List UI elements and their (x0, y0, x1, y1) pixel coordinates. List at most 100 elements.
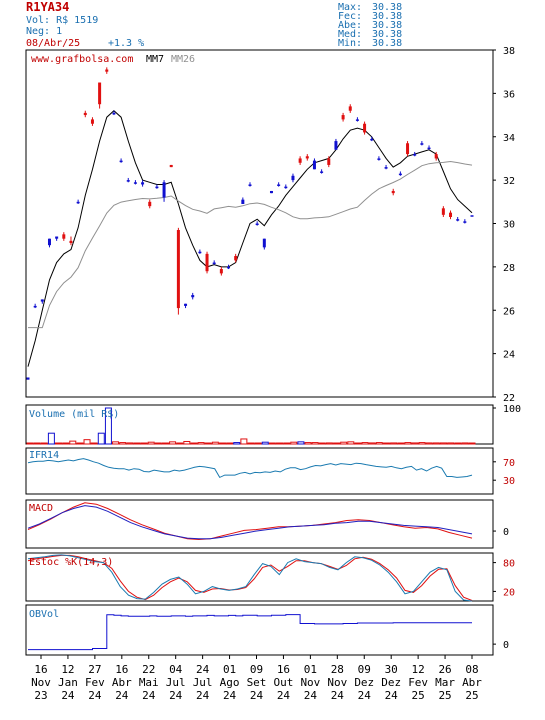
mm26-line (28, 160, 473, 329)
candle-body-14 (126, 180, 130, 182)
ifr-y-tick-label-1: 30 (503, 476, 515, 487)
candle-body-27 (219, 269, 223, 274)
candle-body-29 (234, 256, 238, 261)
stat-value-0: 30.38 (372, 2, 402, 13)
volume-bar-25 (204, 442, 212, 445)
candle-body-16 (141, 182, 145, 185)
stat-label-3: Med: (338, 29, 362, 40)
candle-body-51 (391, 190, 395, 194)
candle-body-21 (176, 230, 180, 309)
x-tick-month-5: Jul (166, 676, 186, 689)
stat-value-4: 30.38 (372, 38, 402, 49)
x-tick-year-1: 24 (61, 689, 75, 702)
price-y-tick-label-7: 36 (503, 89, 515, 100)
stat-label-4: Min: (338, 38, 362, 49)
x-tick-day-4: 22 (142, 663, 155, 676)
candle-body-33 (262, 238, 266, 248)
candle-body-53 (406, 143, 410, 155)
candle-body-9 (90, 119, 94, 124)
candle-body-13 (119, 160, 123, 163)
x-tick-month-9: Out (274, 676, 294, 689)
price-panel: 22 24 26 28 30 32 34 36 38 www.grafbolsa.com MM7 MM… (25, 46, 515, 404)
macd-signal-line (27, 502, 473, 541)
volume-bar-56 (425, 442, 433, 445)
volume-bar-4 (55, 442, 63, 445)
price-y-tick-label-1: 24 (503, 350, 515, 361)
x-tick-day-12: 09 (358, 663, 371, 676)
volume-bar-23 (190, 442, 198, 445)
ifr-label: IFR14 (29, 450, 59, 461)
x-tick-day-15: 26 (438, 663, 451, 676)
volume-bar-16 (140, 442, 148, 445)
x-tick-month-13: Dez (381, 676, 401, 689)
candle-body-42 (327, 158, 331, 165)
macd-y-tick-label-0: 0 (503, 527, 509, 538)
stat-label-1: Fec: (338, 11, 362, 22)
volume-bar-35 (276, 442, 284, 445)
volume-bar-18 (154, 442, 162, 445)
volume-bar-7 (76, 442, 84, 445)
stat-value-1: 30.38 (372, 11, 402, 22)
macd-label: MACD (29, 503, 53, 514)
negocios-label: Neg: 1 (26, 26, 62, 37)
volume-bar-3 (47, 432, 55, 445)
price-y-tick-label-2: 26 (503, 306, 515, 317)
volume-bar-28 (226, 442, 234, 445)
obv-panel: 0 OBVol (25, 604, 509, 656)
volume-bar-1 (33, 442, 41, 445)
volume-bar-20 (169, 441, 177, 445)
volume-bar-12 (112, 441, 120, 445)
price-title: www.grafbolsa.com (31, 54, 133, 65)
volume-bar-54 (411, 442, 419, 445)
x-tick-day-9: 16 (277, 663, 290, 676)
x-tick-day-6: 24 (196, 663, 210, 676)
x-tick-month-16: Abr (462, 676, 482, 689)
candle-body-11 (105, 69, 109, 72)
stochastic-panel: 80 20 Estoc %K(14,3) (25, 552, 515, 602)
volume-bar-9 (90, 442, 98, 445)
volume-bar-24 (197, 442, 205, 445)
candle-body-60 (456, 219, 460, 221)
volume-bar-61 (461, 442, 469, 445)
x-tick-year-0: 23 (34, 689, 47, 702)
price-y-tick-label-5: 32 (503, 176, 515, 187)
x-tick-month-12: Dez (354, 676, 374, 689)
candle-body-37 (291, 175, 295, 181)
x-tick-year-13: 24 (385, 689, 399, 702)
x-tick-day-8: 09 (250, 663, 263, 676)
candle-body-43 (334, 141, 338, 150)
x-tick-month-15: Mar (435, 676, 455, 689)
candle-body-5 (62, 234, 66, 239)
candle-body-7 (76, 201, 80, 204)
stochastic-label: Estoc %K(14,3) (29, 557, 113, 568)
x-tick-year-14: 25 (412, 689, 425, 702)
ifr-panel: 70 30 IFR14 (25, 447, 515, 495)
x-tick-day-13: 30 (385, 663, 398, 676)
x-tick-year-11: 24 (331, 689, 345, 702)
candle-body-23 (191, 295, 195, 298)
volume-bar-19 (161, 442, 169, 445)
volume-bar-47 (361, 442, 369, 445)
macd-line (27, 505, 473, 540)
volume-bar-57 (432, 442, 440, 445)
price-y-tick-label-8: 38 (503, 46, 515, 57)
candle-body-35 (277, 184, 281, 186)
x-tick-year-2: 24 (88, 689, 102, 702)
volume-bar-44 (340, 441, 348, 445)
obv-line (28, 614, 472, 651)
volume-bar-60 (454, 442, 462, 445)
volume-bar-0 (26, 442, 34, 445)
candle-body-49 (377, 158, 381, 160)
volume-bar-8 (83, 439, 91, 445)
candle-body-15 (133, 182, 137, 184)
x-tick-year-6: 24 (196, 689, 210, 702)
volume-bar-62 (468, 442, 476, 445)
ifr-panel-frame (25, 447, 494, 495)
candle-body-8 (83, 112, 87, 116)
volume-bar-48 (368, 442, 376, 445)
x-tick-day-14: 12 (412, 663, 425, 676)
x-tick-year-10: 24 (304, 689, 318, 702)
candle-body-52 (398, 173, 402, 176)
price-y-tick-label-3: 28 (503, 263, 515, 274)
